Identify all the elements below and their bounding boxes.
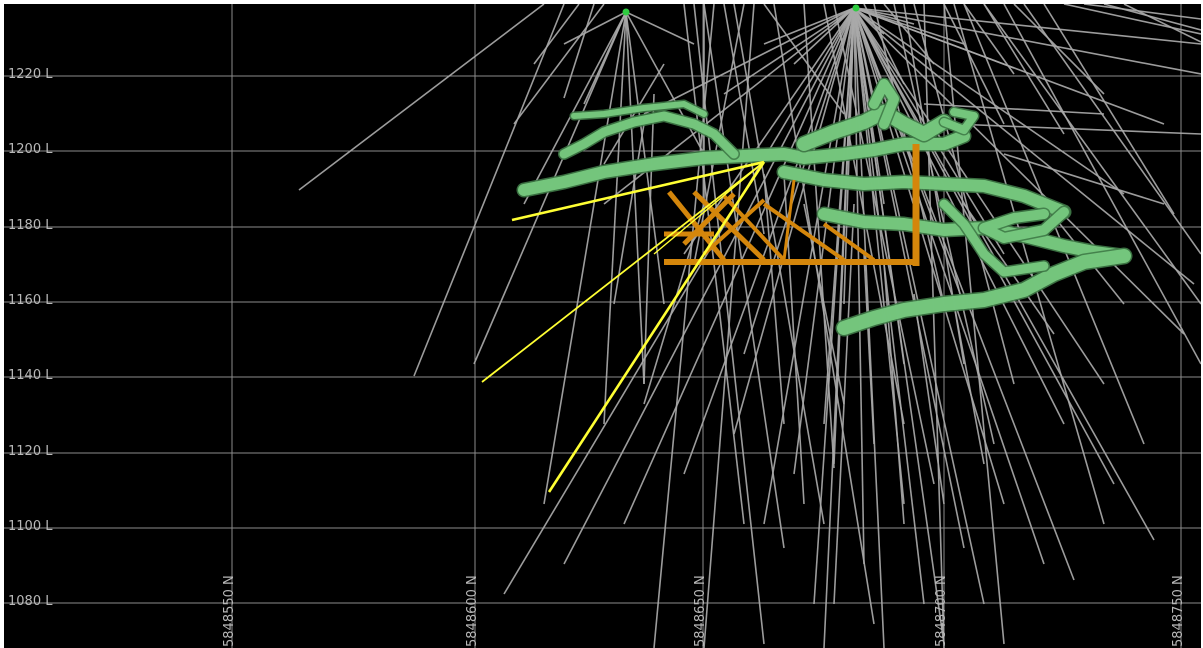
orebody-wireframe[interactable] xyxy=(516,77,1133,337)
3d-viewport[interactable]: 1220 L 1200 L 1180 L 1160 L 1140 L 1120 … xyxy=(4,4,1201,648)
drillhole-trace xyxy=(513,4,605,125)
drillhole-trace xyxy=(803,4,835,469)
drillhole-trace xyxy=(1123,4,1201,43)
drillhole-trace xyxy=(625,11,645,385)
drillhole-trace xyxy=(763,7,855,525)
drillhole-trace xyxy=(583,11,627,105)
drillhole-trace xyxy=(853,7,1201,75)
drillhole-trace xyxy=(1063,4,1201,35)
collar-markers xyxy=(622,4,860,16)
drillhole-trace xyxy=(763,173,785,425)
drillhole-trace xyxy=(943,4,1005,125)
drillhole-trace xyxy=(853,7,1015,69)
drillhole-trace xyxy=(1013,4,1105,95)
orebody-spine-ribbon xyxy=(869,79,899,129)
drillhole-trace xyxy=(863,4,905,85)
drillhole-trace xyxy=(883,4,935,65)
development-ramp-b xyxy=(692,190,766,262)
drillhole-trace xyxy=(913,293,945,505)
drillhole-traces[interactable] xyxy=(298,4,1201,648)
drillhole-trace xyxy=(833,203,855,605)
drillhole-trace xyxy=(913,4,1015,385)
development-ramp-e xyxy=(682,192,736,246)
development-ladderway xyxy=(782,179,796,261)
drillhole-trace xyxy=(853,7,1125,195)
drillhole-trace xyxy=(923,103,1105,115)
drillhole-trace xyxy=(853,7,1045,565)
drillhole-trace xyxy=(1083,4,1201,20)
drillhole-trace xyxy=(1023,4,1201,255)
drillhole-trace xyxy=(953,303,985,465)
drillhole-trace xyxy=(1103,4,1201,31)
highlighted-drillhole xyxy=(481,161,765,383)
drillhole-trace xyxy=(733,7,855,435)
drillhole-trace xyxy=(625,11,705,155)
drillhole-trace xyxy=(625,11,695,45)
drillhole-trace xyxy=(1043,4,1175,215)
development-ramp-d xyxy=(762,202,846,262)
drillhole-trace xyxy=(853,7,1185,335)
drillhole-trace xyxy=(563,7,855,565)
highlighted-drillhole xyxy=(653,161,765,255)
drillhole-trace xyxy=(723,4,765,235)
development-ramp-a xyxy=(667,190,726,262)
drillhole-trace xyxy=(853,7,1105,385)
orebody-link-ribbon xyxy=(939,199,1049,277)
orebody-bottom-ribbon xyxy=(837,249,1131,335)
collar-marker xyxy=(622,8,630,16)
orebody-upper-ribbon xyxy=(518,130,970,196)
orebody-middle-ribbon xyxy=(778,166,1070,218)
drillhole-trace xyxy=(853,7,865,565)
drillhole-trace xyxy=(923,4,945,648)
drillhole-trace xyxy=(643,93,655,385)
drillhole-trace xyxy=(563,4,595,99)
grid-lines xyxy=(4,4,1201,648)
drillhole-trace xyxy=(623,7,855,525)
drillhole-trace xyxy=(1003,153,1165,205)
drillhole-trace xyxy=(703,4,755,648)
orebody-crest-ribbon xyxy=(571,101,707,119)
development-ramp-g xyxy=(822,222,876,262)
section-view[interactable] xyxy=(4,4,1201,648)
drillhole-trace xyxy=(853,7,1201,45)
drillhole-trace xyxy=(953,123,1201,135)
orebody-spur-ribbon xyxy=(940,108,978,134)
drillhole-trace xyxy=(793,7,855,475)
drillhole-trace xyxy=(533,4,580,65)
drillhole-trace xyxy=(943,4,1005,645)
orebody-arch-ribbon xyxy=(559,111,739,159)
drillhole-trace xyxy=(863,253,875,445)
drillhole-trace xyxy=(523,11,627,205)
drillhole-trace xyxy=(563,11,627,45)
development-ramp-f xyxy=(702,198,766,256)
highlighted-drillhole xyxy=(547,161,766,493)
drillhole-trace xyxy=(963,4,1015,75)
drillhole-trace xyxy=(723,7,855,95)
drillhole-trace xyxy=(298,4,545,191)
drillhole-trace xyxy=(793,7,855,65)
drillhole-trace xyxy=(703,4,785,549)
drillhole-trace xyxy=(853,7,885,35)
drillhole-trace xyxy=(853,7,965,45)
drillhole-trace xyxy=(833,4,935,485)
drillhole-trace xyxy=(983,4,1201,305)
drillhole-trace xyxy=(413,4,565,377)
drillhole-trace xyxy=(543,11,627,505)
drillhole-trace xyxy=(603,11,627,425)
drillhole-trace xyxy=(503,7,855,595)
collar-marker xyxy=(852,4,860,12)
drillhole-trace xyxy=(853,7,965,549)
drillhole-trace xyxy=(983,4,1065,135)
highlighted-drillholes[interactable] xyxy=(481,160,766,493)
drillhole-trace xyxy=(853,7,1195,285)
highlighted-drillhole xyxy=(511,160,765,222)
development-drives[interactable] xyxy=(664,144,920,266)
orebody-fold-ribbon xyxy=(979,207,1069,243)
